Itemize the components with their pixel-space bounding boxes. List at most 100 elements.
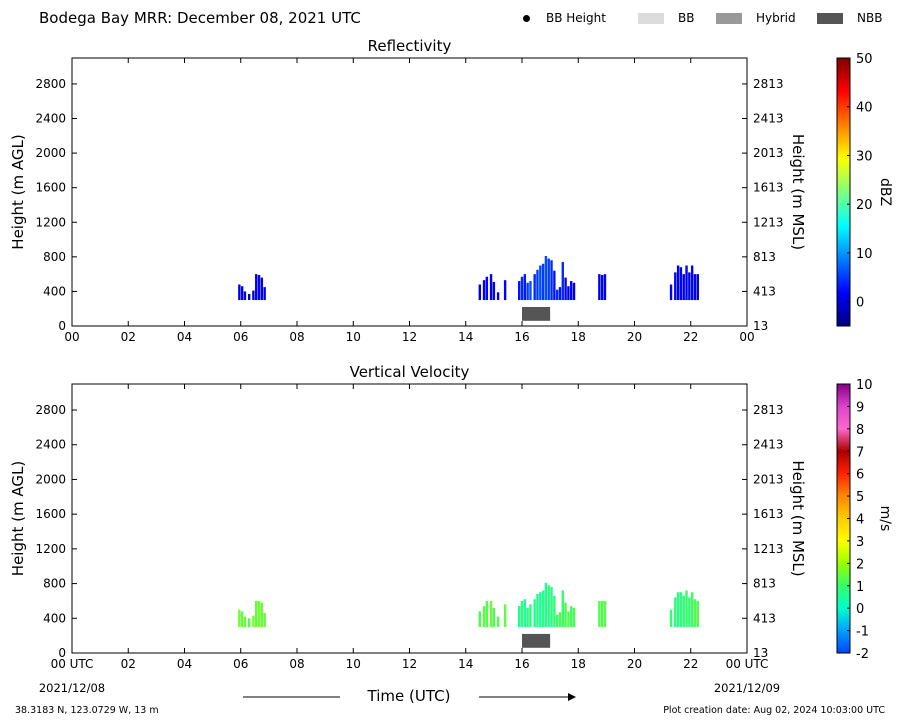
data-column xyxy=(529,604,532,627)
data-column xyxy=(238,609,241,627)
data-column xyxy=(555,289,559,301)
y-tick-label: 2800 xyxy=(35,403,66,417)
data-column xyxy=(255,274,258,301)
x-tick-label: 00 UTC xyxy=(726,657,769,671)
data-column xyxy=(676,265,680,301)
data-column xyxy=(263,613,266,627)
x-tick-label: 06 xyxy=(233,657,248,671)
legend-bb-height: BB Height xyxy=(523,11,606,25)
colorbar-tick-label: -1 xyxy=(856,625,869,640)
data-column xyxy=(564,277,567,301)
data-column xyxy=(243,291,247,301)
data-column xyxy=(255,600,258,627)
data-column xyxy=(598,600,601,627)
colorbar-tick-label: 40 xyxy=(856,101,873,116)
x-tick-label: 08 xyxy=(289,657,304,671)
y-tick-label-right: 13 xyxy=(753,646,768,660)
x-tick-label: 12 xyxy=(402,657,417,671)
data-column xyxy=(682,274,685,301)
colorbar-tick-label: 20 xyxy=(856,198,873,213)
y-tick-label-right: 413 xyxy=(753,611,776,625)
x-tick-label: 16 xyxy=(514,330,529,344)
data-column xyxy=(603,600,607,627)
data-column xyxy=(482,280,486,301)
data-column xyxy=(688,597,691,627)
data-column xyxy=(517,606,521,627)
data-column xyxy=(550,260,553,301)
x-tick-label: 22 xyxy=(683,330,698,344)
data-column xyxy=(523,599,527,627)
y-tick-label-right: 1613 xyxy=(753,181,784,195)
y-tick-label: 0 xyxy=(58,319,66,333)
data-column xyxy=(523,274,527,301)
date-end-label: 2021/12/09 xyxy=(714,681,780,695)
data-column xyxy=(539,592,542,627)
y-tick-label-right: 2013 xyxy=(753,146,784,160)
data-column xyxy=(485,600,489,627)
date-start-label: 2021/12/08 xyxy=(39,681,105,695)
data-column xyxy=(553,595,556,627)
colorbar-tick-label: 30 xyxy=(856,149,873,164)
data-column xyxy=(600,600,604,627)
data-column xyxy=(252,615,255,627)
x-tick-label: 20 xyxy=(627,330,642,344)
x-tick-label: 18 xyxy=(571,657,586,671)
time-arrow-icon xyxy=(568,693,576,701)
data-column xyxy=(260,277,264,301)
data-column xyxy=(489,600,493,627)
data-column xyxy=(482,606,486,627)
chart-title: Vertical Velocity xyxy=(350,363,470,381)
data-column xyxy=(478,611,482,627)
x-tick-label: 08 xyxy=(289,330,304,344)
data-column xyxy=(696,600,699,627)
data-column xyxy=(679,267,683,301)
bb-height-dot-icon xyxy=(523,14,530,22)
data-column xyxy=(690,265,694,301)
legend-bb: BB xyxy=(638,11,694,25)
data-column xyxy=(544,582,548,627)
colorbar-label: dBZ xyxy=(877,178,893,206)
plot-frame xyxy=(71,383,748,654)
legend-hybrid: Hybrid xyxy=(716,11,796,25)
data-column xyxy=(489,274,493,301)
data-column xyxy=(257,274,261,301)
plot-frame xyxy=(71,57,748,327)
y-tick-label-right: 2813 xyxy=(753,403,784,417)
data-column xyxy=(539,265,542,301)
y-tick-label-right: 1213 xyxy=(753,215,784,229)
colorbar-tick-label: 10 xyxy=(856,378,873,393)
data-column xyxy=(536,269,539,301)
data-column xyxy=(529,281,532,301)
x-tick-label: 02 xyxy=(121,330,136,344)
data-column xyxy=(669,284,673,301)
y-tick-label: 2000 xyxy=(35,146,66,160)
y-tick-label: 1200 xyxy=(35,542,66,556)
nbb-segment xyxy=(522,306,551,321)
data-column xyxy=(690,592,694,627)
data-column xyxy=(600,274,604,301)
colorbar-tick-label: -2 xyxy=(856,647,869,662)
data-column xyxy=(679,592,683,627)
data-column xyxy=(561,590,564,627)
x-tick-label: 00 xyxy=(64,330,79,344)
data-column xyxy=(555,614,559,627)
x-tick-label: 00 xyxy=(739,330,754,344)
data-column xyxy=(598,274,601,301)
data-column xyxy=(547,258,550,301)
location-footer: 38.3183 N, 123.0729 W, 13 m xyxy=(15,705,159,716)
y-tick-label: 2000 xyxy=(35,472,66,486)
legend-bb-label: BB xyxy=(678,11,695,25)
data-column xyxy=(503,280,507,301)
data-column xyxy=(669,609,673,627)
data-column xyxy=(496,616,500,627)
y-tick-label: 0 xyxy=(58,646,66,660)
colorbar-tick-label: 6 xyxy=(856,468,864,483)
x-tick-label: 04 xyxy=(177,330,192,344)
data-column xyxy=(676,592,680,627)
y-axis-label: Height (m AGL) xyxy=(9,134,27,249)
x-tick-label: 00 UTC xyxy=(51,657,94,671)
chart-title: Reflectivity xyxy=(368,37,452,55)
y-tick-label-right: 413 xyxy=(753,284,776,298)
data-column xyxy=(553,270,556,301)
